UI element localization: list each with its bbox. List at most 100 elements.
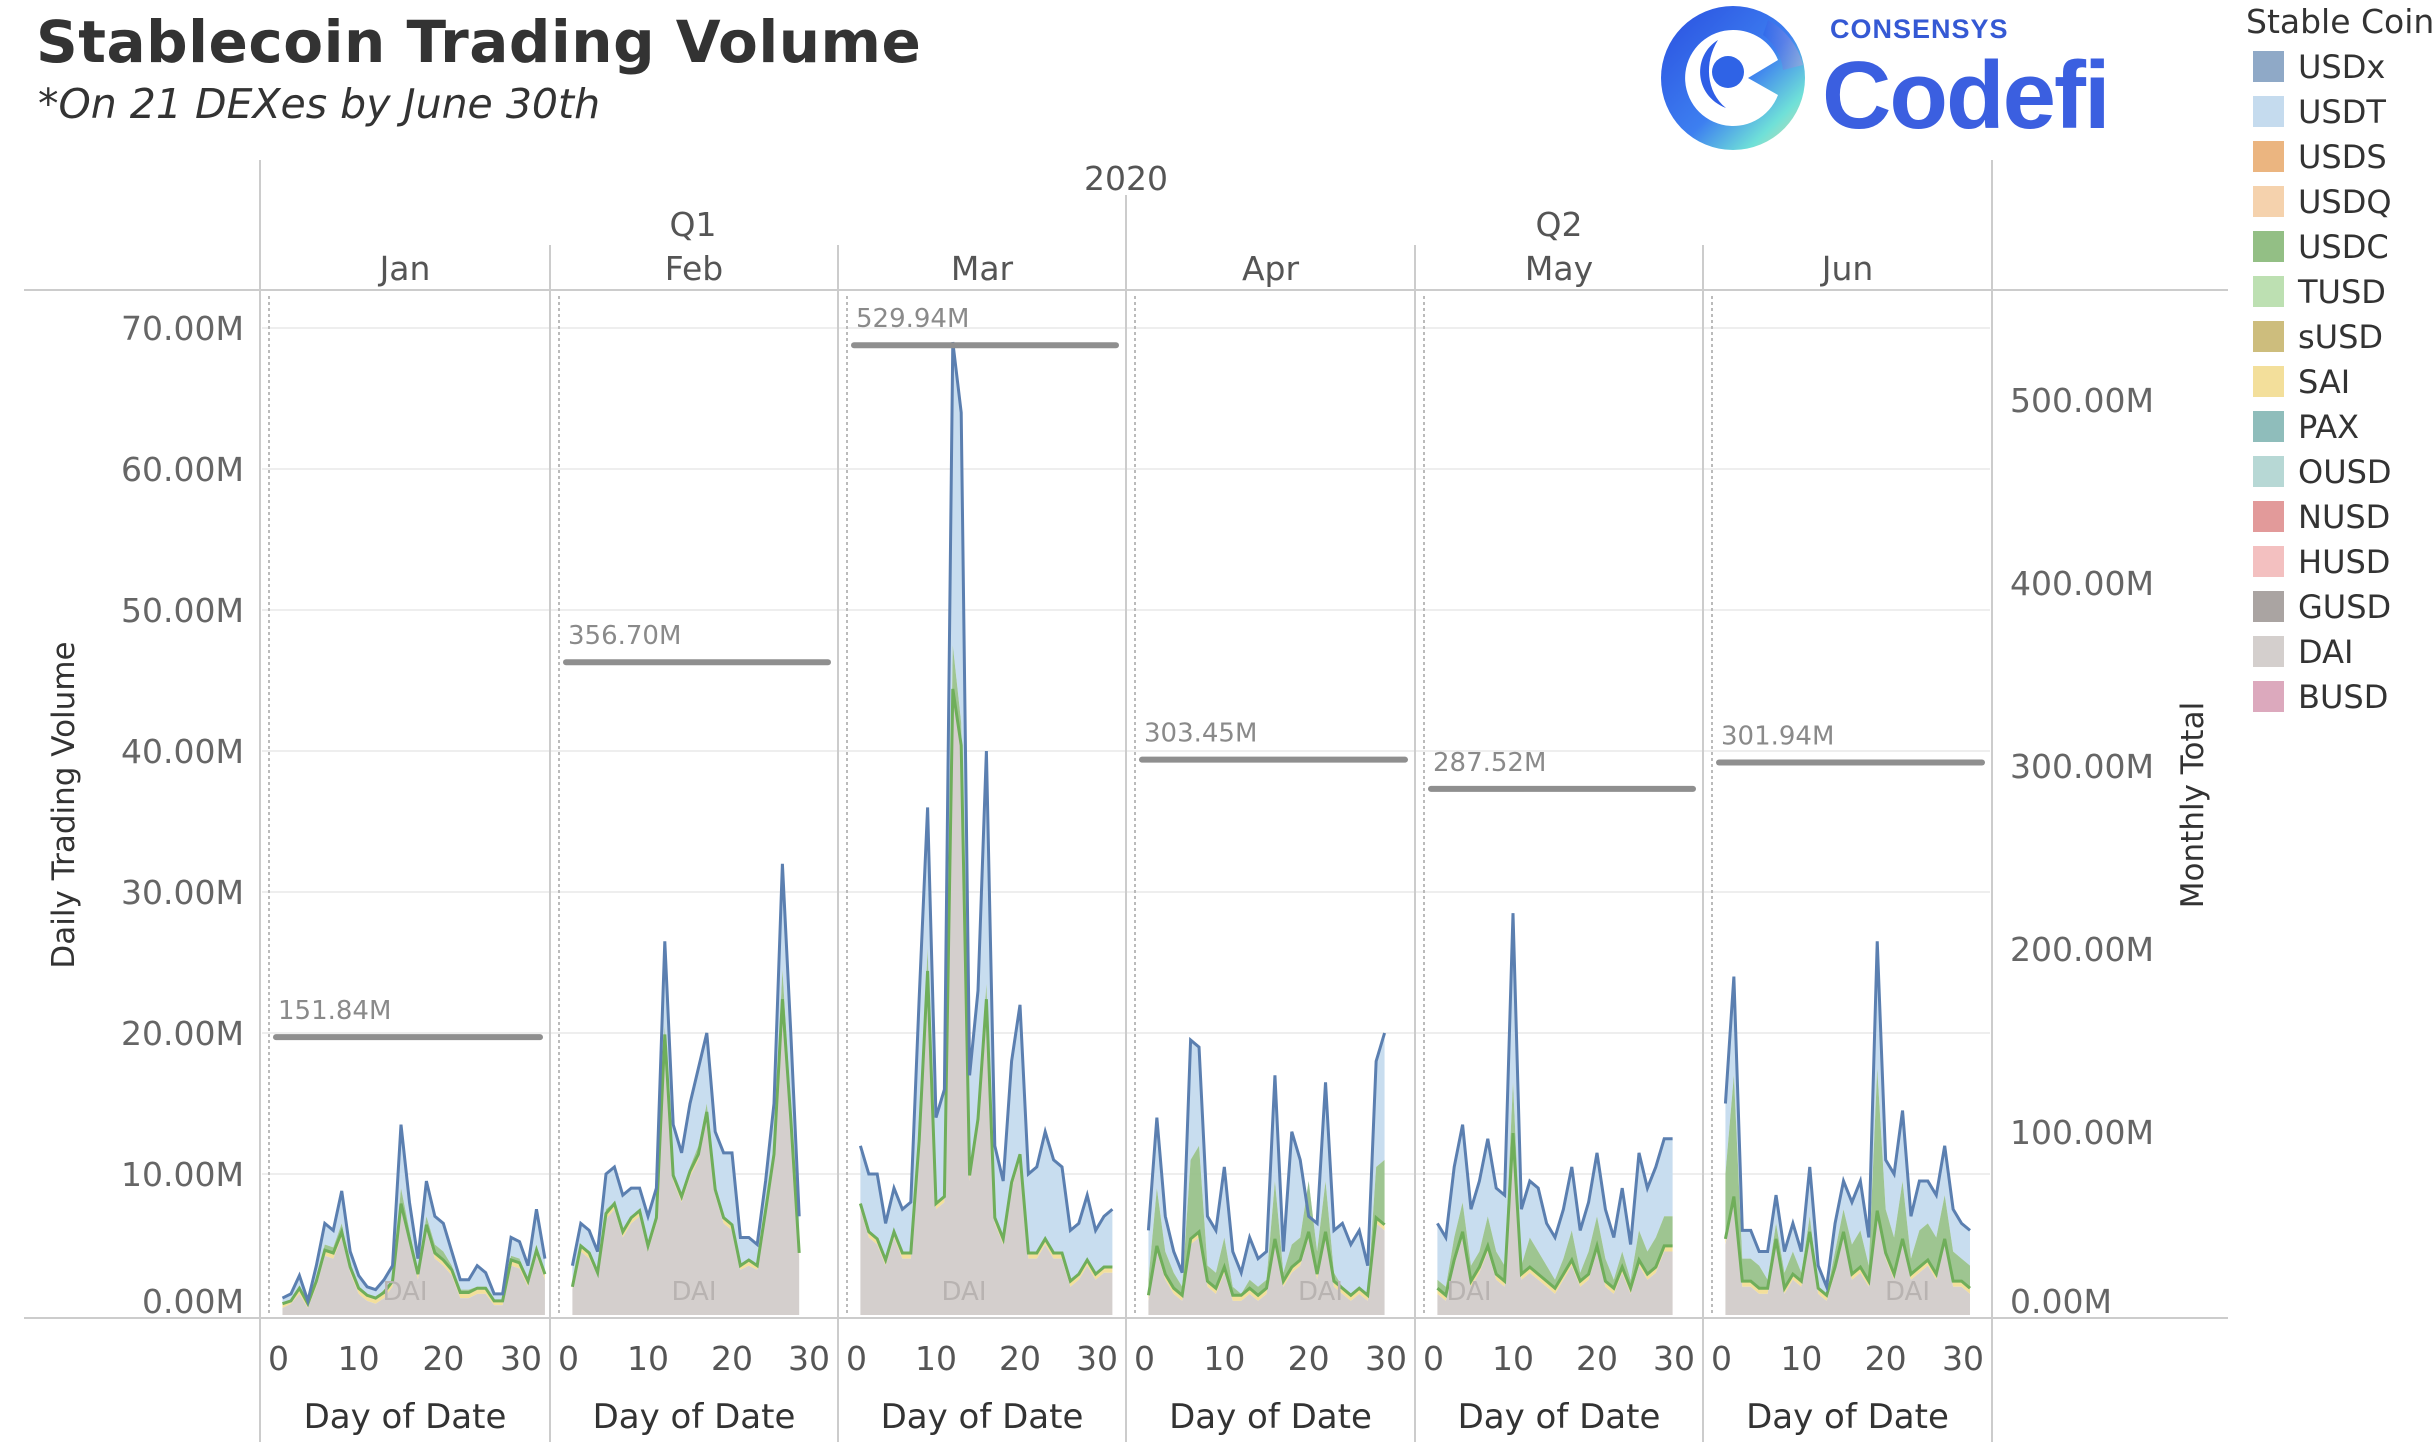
x-tick-label: 20 xyxy=(1576,1339,1618,1378)
codefi-logo xyxy=(1648,0,1818,160)
legend: Stable Coin USDx USDT USDS USDQ USDC TUSD sUSD… xyxy=(2246,2,2434,719)
usdc-line xyxy=(1436,1133,1673,1298)
monthly-total-label: 303.45M xyxy=(1144,719,1257,749)
legend-swatch xyxy=(2253,501,2284,532)
x-tick-label: 20 xyxy=(711,1339,753,1378)
legend-item-husd[interactable]: HUSD xyxy=(2246,539,2434,584)
x-axis-title: Day of Date xyxy=(593,1397,796,1437)
y-left-tick-label: 50.00M xyxy=(121,591,244,630)
text-layer: 0.00M 10.00M 20.00M 30.00M 40.00M 50.00M 60.00… xyxy=(46,159,2211,1437)
legend-item-ousd[interactable]: OUSD xyxy=(2246,449,2434,494)
legend-swatch xyxy=(2253,546,2284,577)
y-left-tick-label: 20.00M xyxy=(121,1014,244,1053)
area-layer xyxy=(281,341,1971,1315)
legend-label: TUSD xyxy=(2298,272,2386,311)
x-tick-label: 20 xyxy=(1865,1339,1907,1378)
legend-item-tusd[interactable]: TUSD xyxy=(2246,269,2434,314)
legend-item-nusd[interactable]: NUSD xyxy=(2246,494,2434,539)
x-axis-title: Day of Date xyxy=(1169,1397,1372,1437)
legend-items: USDx USDT USDS USDQ USDC TUSD sUSD SAI PAX OUSD NU… xyxy=(2246,44,2434,719)
y-right-tick-label: 100.00M xyxy=(2010,1113,2154,1152)
legend-item-busd[interactable]: BUSD xyxy=(2246,674,2434,719)
dai-area xyxy=(1148,1223,1385,1315)
legend-swatch xyxy=(2253,186,2284,217)
legend-swatch xyxy=(2253,411,2284,442)
legend-label: USDS xyxy=(2298,137,2387,176)
usdc-line xyxy=(281,1203,547,1308)
legend-swatch xyxy=(2253,231,2284,262)
y-right-tick-label: 500.00M xyxy=(2010,381,2154,420)
monthly-total-label: 287.52M xyxy=(1433,748,1546,778)
usdx-total-line xyxy=(1436,913,1673,1245)
legend-label: USDC xyxy=(2298,227,2389,266)
legend-swatch xyxy=(2253,96,2284,127)
y-left-tick-label: 10.00M xyxy=(121,1155,244,1194)
legend-swatch xyxy=(2253,366,2284,397)
y-left-tick-label: 30.00M xyxy=(121,873,244,912)
legend-item-usdx[interactable]: USDx xyxy=(2246,44,2434,89)
usdt-area xyxy=(1437,913,1673,1287)
dai-series-label: DAI xyxy=(1298,1277,1343,1307)
month-header: Jan xyxy=(378,249,431,288)
y-left-tick-label: 40.00M xyxy=(121,732,244,771)
x-tick-label: 30 xyxy=(1365,1339,1407,1378)
legend-item-sai[interactable]: SAI xyxy=(2246,359,2434,404)
usdc-line xyxy=(1723,1196,1971,1298)
x-tick-label: 30 xyxy=(1653,1339,1695,1378)
legend-item-susd[interactable]: sUSD xyxy=(2246,314,2434,359)
x-tick-label: 30 xyxy=(1076,1339,1118,1378)
legend-label: OUSD xyxy=(2298,452,2392,491)
legend-swatch xyxy=(2253,141,2284,172)
x-axis-title: Day of Date xyxy=(1746,1397,1949,1437)
legend-item-dai[interactable]: DAI xyxy=(2246,629,2434,674)
chart-title: Stablecoin Trading Volume xyxy=(36,8,922,76)
x-tick-label: 10 xyxy=(915,1339,957,1378)
dai-series-label: DAI xyxy=(1446,1277,1491,1307)
legend-item-usds[interactable]: USDS xyxy=(2246,134,2434,179)
x-tick-label: 0 xyxy=(1711,1339,1732,1378)
legend-item-usdc[interactable]: USDC xyxy=(2246,224,2434,269)
month-header: Apr xyxy=(1242,249,1300,288)
dai-area xyxy=(572,1004,800,1315)
x-tick-label: 10 xyxy=(1203,1339,1245,1378)
legend-label: GUSD xyxy=(2298,587,2392,626)
x-tick-label: 10 xyxy=(1780,1339,1822,1378)
legend-swatch xyxy=(2253,591,2284,622)
x-tick-label: 10 xyxy=(1492,1339,1534,1378)
y-left-tick-label: 0.00M xyxy=(142,1282,244,1321)
x-tick-label: 30 xyxy=(1942,1339,1984,1378)
usdc-line xyxy=(858,688,1113,1284)
x-tick-label: 10 xyxy=(627,1339,669,1378)
y-right-tick-label: 0.00M xyxy=(2010,1282,2112,1321)
month-header: May xyxy=(1525,249,1593,288)
y-right-tick-label: 200.00M xyxy=(2010,930,2154,969)
dai-area xyxy=(282,1209,545,1315)
y-left-tick-label: 70.00M xyxy=(121,309,244,348)
x-axis-title: Day of Date xyxy=(881,1397,1084,1437)
legend-label: BUSD xyxy=(2298,677,2389,716)
legend-item-gusd[interactable]: GUSD xyxy=(2246,584,2434,629)
dai-area xyxy=(1437,1138,1673,1315)
monthly-total-label: 529.94M xyxy=(856,304,969,334)
legend-title: Stable Coin xyxy=(2246,2,2435,41)
usdx-total-line xyxy=(281,1124,547,1307)
sai-area xyxy=(1148,1217,1385,1301)
y-left-axis-title: Daily Trading Volume xyxy=(46,641,82,968)
legend-label: sUSD xyxy=(2298,317,2384,356)
legend-item-pax[interactable]: PAX xyxy=(2246,404,2434,449)
y-left-tick-label: 60.00M xyxy=(121,450,244,489)
dai-series-label: DAI xyxy=(671,1277,716,1307)
x-tick-label: 20 xyxy=(422,1339,464,1378)
legend-label: USDx xyxy=(2298,47,2386,86)
legend-item-usdq[interactable]: USDQ xyxy=(2246,179,2434,224)
x-tick-label: 30 xyxy=(500,1339,542,1378)
usdx-total-line xyxy=(1146,1032,1387,1278)
legend-item-usdt[interactable]: USDT xyxy=(2246,89,2434,134)
chart-subtitle: *On 21 DEXes by June 30th xyxy=(38,80,601,128)
x-tick-label: 0 xyxy=(846,1339,867,1378)
x-tick-label: 10 xyxy=(338,1339,380,1378)
usdc-line xyxy=(1146,1214,1386,1299)
legend-swatch xyxy=(2253,321,2284,352)
x-tick-label: 0 xyxy=(268,1339,289,1378)
usdx-total-line xyxy=(1723,941,1971,1293)
